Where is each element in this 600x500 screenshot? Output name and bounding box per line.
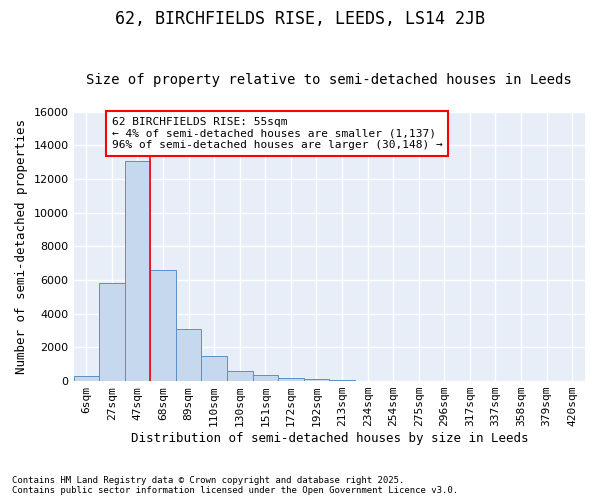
Bar [253, 374, 278, 381]
Bar [99, 284, 125, 381]
Bar [304, 380, 329, 381]
Bar [278, 378, 304, 381]
Bar [150, 270, 176, 381]
Text: 62 BIRCHFIELDS RISE: 55sqm
← 4% of semi-detached houses are smaller (1,137)
96% : 62 BIRCHFIELDS RISE: 55sqm ← 4% of semi-… [112, 117, 443, 150]
Y-axis label: Number of semi-detached properties: Number of semi-detached properties [15, 119, 28, 374]
Bar [74, 376, 99, 381]
Bar [176, 329, 202, 381]
Text: Contains HM Land Registry data © Crown copyright and database right 2025.
Contai: Contains HM Land Registry data © Crown c… [12, 476, 458, 495]
Text: 62, BIRCHFIELDS RISE, LEEDS, LS14 2JB: 62, BIRCHFIELDS RISE, LEEDS, LS14 2JB [115, 10, 485, 28]
Title: Size of property relative to semi-detached houses in Leeds: Size of property relative to semi-detach… [86, 73, 572, 87]
X-axis label: Distribution of semi-detached houses by size in Leeds: Distribution of semi-detached houses by … [131, 432, 528, 445]
Bar [329, 380, 355, 381]
Bar [227, 371, 253, 381]
Bar [125, 160, 150, 381]
Bar [202, 356, 227, 381]
